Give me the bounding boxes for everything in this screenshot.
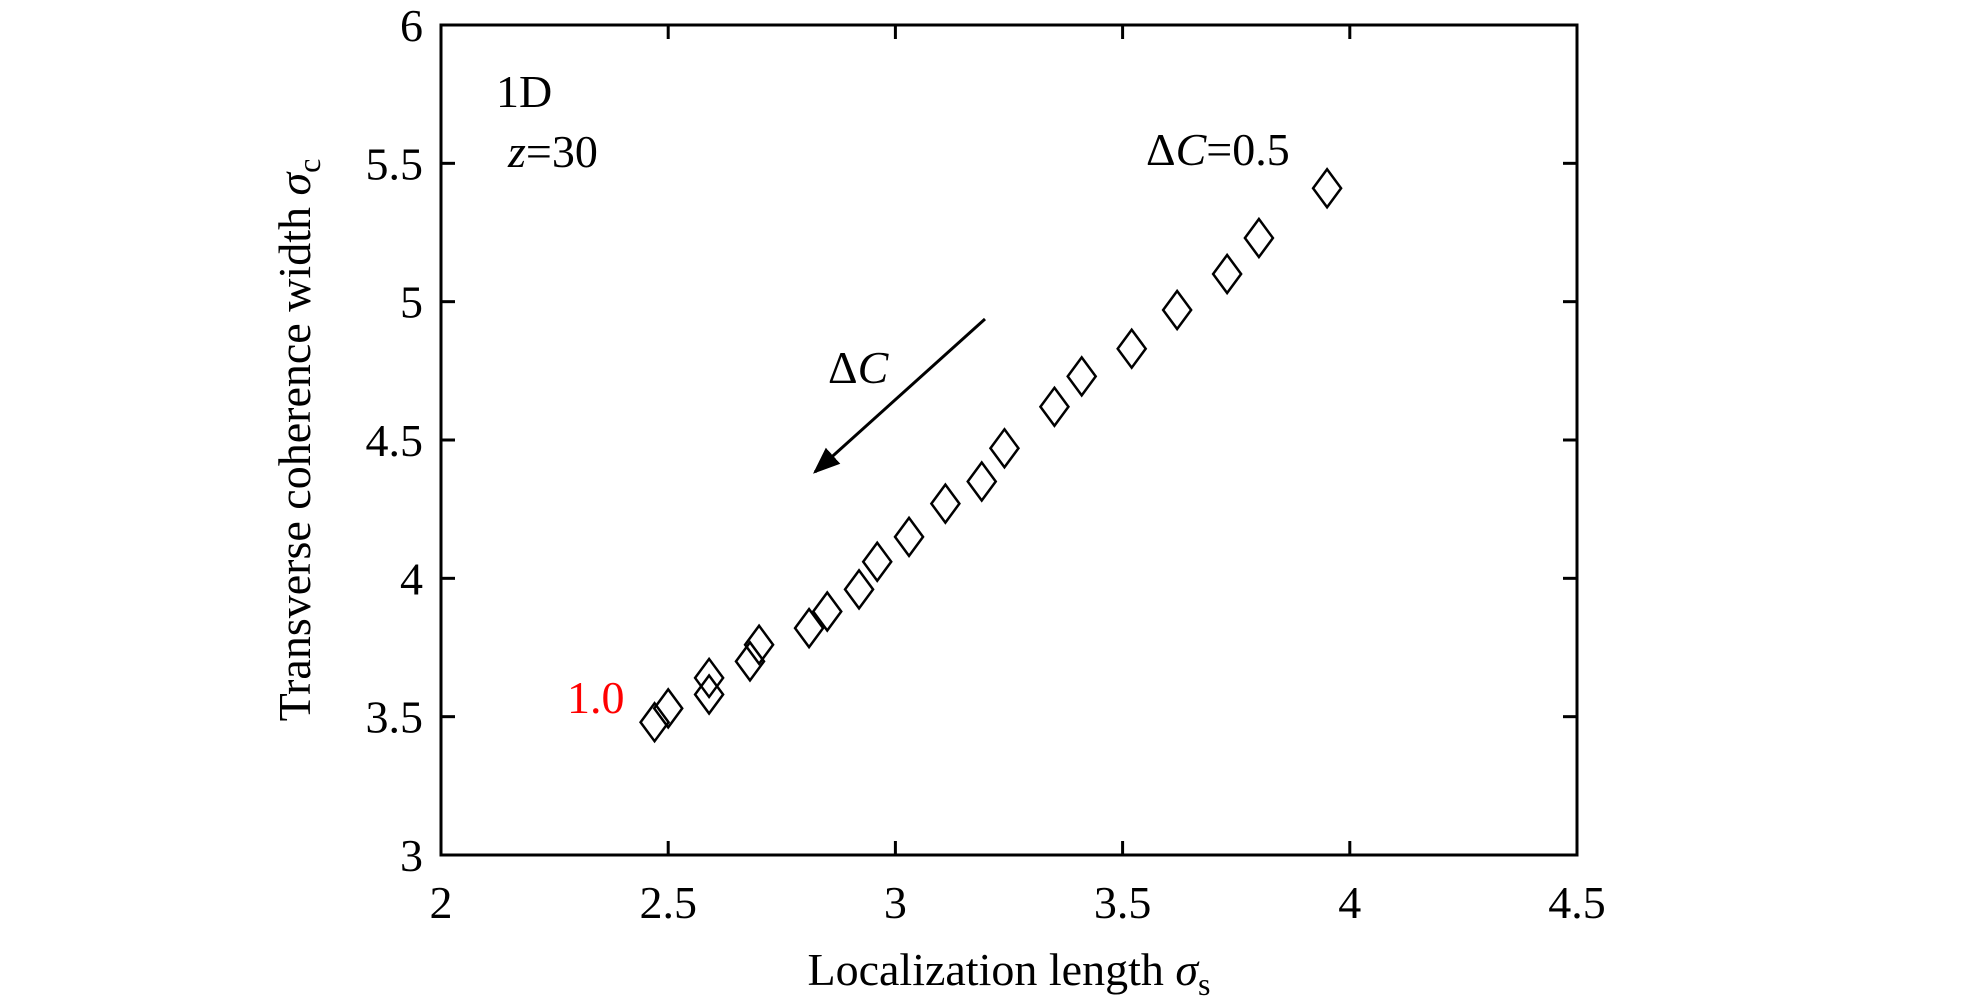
x-label-text: Localization length [807, 944, 1163, 995]
point [743, 623, 775, 666]
annotation-var: z [507, 126, 526, 177]
point [861, 540, 893, 583]
point [1311, 167, 1343, 210]
point [811, 590, 843, 633]
x-tick-label: 4 [1338, 877, 1361, 928]
point [693, 673, 725, 716]
annotation-var: C [1176, 124, 1208, 175]
point [734, 640, 766, 683]
point [1116, 327, 1148, 370]
y-tick-label: 5.5 [366, 138, 424, 189]
y-tick-label: 4.5 [366, 415, 424, 466]
point [639, 701, 671, 744]
arrow [812, 317, 987, 474]
y-label-subscript: c [291, 159, 327, 173]
x-tick-label: 2.5 [639, 877, 697, 928]
point [793, 607, 825, 650]
point [1038, 385, 1070, 428]
point [1066, 355, 1098, 398]
annotation-dimension: 1D [496, 66, 552, 117]
annotation-delta: Δ [1146, 124, 1176, 175]
x-axis-label: Localization length σs [807, 944, 1210, 999]
annotation-var: C [858, 342, 890, 393]
annotation-distance: z=30 [507, 126, 598, 177]
annotation-rest: =30 [526, 126, 598, 177]
point [1243, 216, 1275, 260]
annotation-delta: Δ [828, 342, 858, 393]
y-tick-label: 5 [400, 277, 423, 328]
y-tick-label: 6 [400, 0, 423, 51]
point [988, 427, 1021, 470]
x-tick-label: 4.5 [1548, 877, 1606, 928]
y-label-symbol: σ [269, 171, 320, 196]
point [1161, 288, 1193, 332]
x-tick-label: 3.5 [1094, 877, 1152, 928]
y-tick-label: 4 [400, 553, 423, 604]
annotation-rest: =0.5 [1206, 124, 1289, 175]
point [929, 482, 961, 525]
plot-frame [439, 23, 1579, 857]
point [693, 656, 725, 700]
point [843, 568, 875, 611]
y-axis-label: Transverse coherence width σc [269, 159, 327, 722]
y-tick-label: 3.5 [366, 692, 424, 743]
x-tick-label: 3 [884, 877, 907, 928]
annotation-start: ΔC=0.5 [1146, 124, 1290, 175]
point [1211, 252, 1243, 296]
x-tick-label: 2 [430, 877, 453, 928]
point [893, 515, 925, 558]
annotation-arrow-label: ΔC [828, 342, 890, 393]
x-label-symbol: σ [1175, 944, 1200, 995]
annotation-end: 1.0 [567, 672, 625, 723]
y-label-text: Transverse coherence width [269, 207, 320, 721]
x-label-subscript: s [1198, 966, 1210, 999]
y-tick-label: 3 [400, 830, 423, 881]
point [652, 687, 684, 730]
point [966, 460, 998, 503]
